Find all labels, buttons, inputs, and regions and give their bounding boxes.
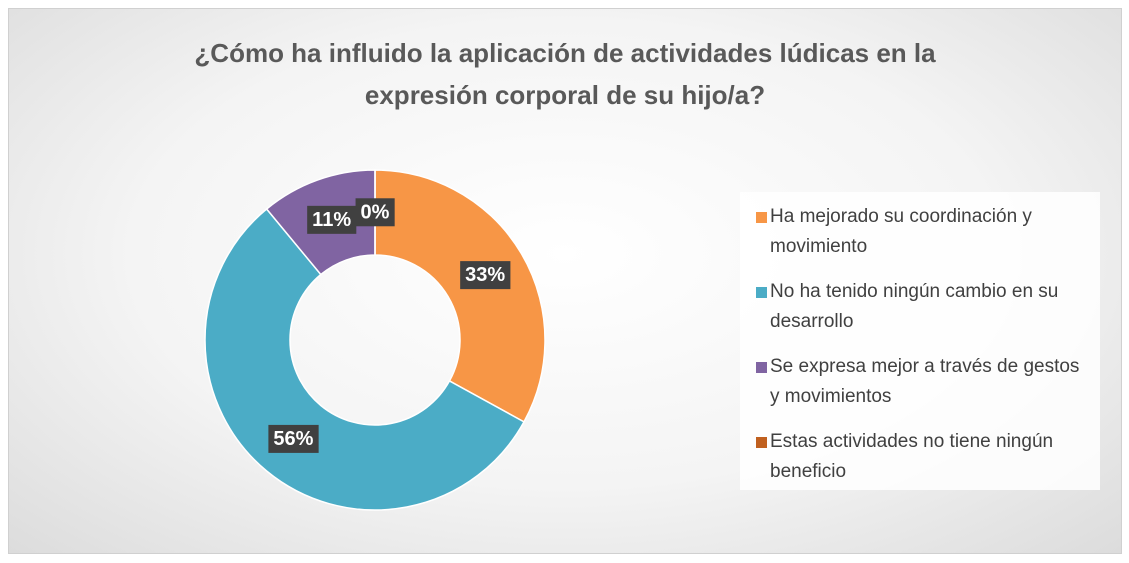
legend-label: No ha tenido ningún cambio en su desarro… [770, 281, 1059, 332]
legend: Ha mejorado su coordinación y movimiento… [740, 192, 1100, 490]
donut-segment [374, 169, 546, 423]
legend-label: Se expresa mejor a través de gestos y mo… [770, 356, 1080, 407]
data-label: 56% [273, 428, 313, 450]
data-label-box [268, 424, 319, 453]
data-label: 0% [361, 201, 390, 223]
data-label: 11% [312, 209, 351, 231]
legend-swatch [756, 287, 767, 298]
data-label: 33% [465, 264, 505, 286]
legend-swatch [756, 212, 767, 223]
legend-label: Estas actividades no tiene ningún benefi… [770, 431, 1054, 482]
data-label-box [307, 205, 357, 234]
chart-title: ¿Cómo ha influido la aplicación de activ… [194, 38, 936, 110]
data-label-box [460, 261, 511, 290]
legend-label: Ha mejorado su coordinación y movimiento [770, 206, 1032, 257]
legend-swatch [756, 437, 767, 448]
legend-swatch [756, 362, 767, 373]
data-label-box [355, 198, 395, 227]
